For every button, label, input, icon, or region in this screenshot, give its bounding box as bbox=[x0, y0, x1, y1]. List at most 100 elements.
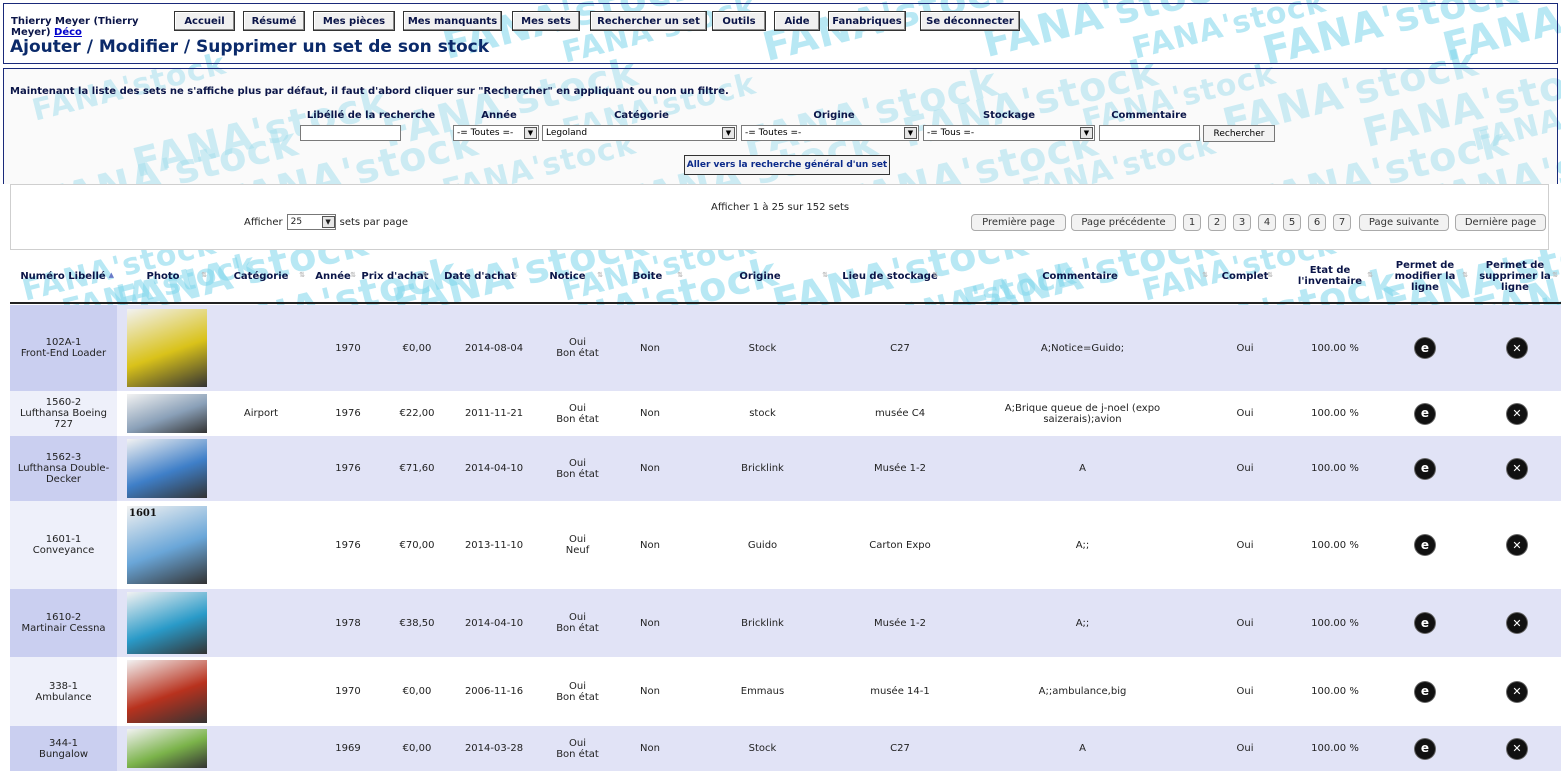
cell-complet: Oui bbox=[1236, 408, 1254, 419]
column-header-notice[interactable]: Notice ⇅ bbox=[530, 250, 605, 302]
set-photo[interactable] bbox=[127, 660, 207, 723]
cell-modifier: e bbox=[1385, 657, 1465, 726]
notice-value: Oui Bon état bbox=[556, 458, 599, 480]
page-button-7[interactable]: 7 bbox=[1333, 214, 1351, 231]
page-button-5[interactable]: 5 bbox=[1283, 214, 1301, 231]
label-annee: Année bbox=[481, 110, 517, 121]
page-size-select[interactable]: 25 ▼ bbox=[286, 214, 336, 230]
nav-button-rechercher-un-set[interactable]: Rechercher un set bbox=[590, 11, 707, 31]
cell-supprimer: ✕ bbox=[1477, 305, 1557, 391]
delete-icon[interactable]: ✕ bbox=[1507, 681, 1527, 702]
search-button[interactable]: Rechercher bbox=[1203, 125, 1275, 142]
nav-button-mes-pièces[interactable]: Mes pièces bbox=[313, 11, 395, 31]
column-header-lieu[interactable]: Lieu de stockage ⇅ bbox=[840, 250, 940, 302]
cell-notice: Oui Bon état bbox=[545, 726, 610, 771]
previous-page-button[interactable]: Page précédente bbox=[1071, 214, 1176, 231]
cell-boite: Non bbox=[640, 342, 660, 354]
cell-annee: 1976 bbox=[335, 539, 361, 551]
search-notice: Maintenant la liste des sets ne s'affich… bbox=[10, 86, 729, 97]
set-number-label: 102A-1 Front-End Loader bbox=[21, 337, 106, 359]
page-button-1[interactable]: 1 bbox=[1183, 214, 1201, 231]
column-header-prix[interactable]: Prix d'achat ⇅ bbox=[360, 250, 430, 302]
edit-icon[interactable]: e bbox=[1415, 738, 1435, 759]
cell-origine: Bricklink bbox=[741, 463, 784, 474]
cell-commentaire: A;; bbox=[1075, 617, 1090, 629]
column-header-annee[interactable]: Année ⇅ bbox=[308, 250, 358, 302]
set-photo[interactable]: 1601 bbox=[127, 506, 207, 584]
last-page-button[interactable]: Dernière page bbox=[1455, 214, 1546, 231]
nav-button-accueil[interactable]: Accueil bbox=[174, 11, 235, 31]
nav-button-mes-sets[interactable]: Mes sets bbox=[512, 11, 580, 31]
origine-select[interactable]: -= Toutes =- ▼ bbox=[741, 125, 919, 141]
cell-lieu: Musée 1-2 bbox=[874, 463, 926, 474]
delete-icon[interactable]: ✕ bbox=[1507, 403, 1527, 424]
categorie-select[interactable]: Legoland ▼ bbox=[542, 125, 737, 141]
column-header-label: Lieu de stockage bbox=[842, 270, 938, 282]
general-search-button[interactable]: Aller vers la recherche général d'un set bbox=[684, 155, 890, 175]
edit-icon[interactable]: e bbox=[1415, 458, 1435, 479]
notice-value: Oui Bon état bbox=[556, 337, 599, 359]
edit-icon[interactable]: e bbox=[1415, 535, 1435, 555]
column-header-modifier[interactable]: Permet de modifier la ligne ⇅ bbox=[1380, 250, 1470, 302]
nav-button-outils[interactable]: Outils bbox=[712, 11, 766, 31]
edit-icon[interactable]: e bbox=[1415, 613, 1435, 633]
column-header-categorie[interactable]: Catégorie ⇅ bbox=[215, 250, 307, 302]
nav-button-aide[interactable]: Aide bbox=[774, 11, 820, 31]
cell-prix: €0,00 bbox=[402, 743, 432, 754]
cell-notice: Oui Neuf bbox=[545, 501, 610, 589]
nav-button-fanabriques[interactable]: Fanabriques bbox=[828, 11, 906, 31]
delete-icon[interactable]: ✕ bbox=[1507, 458, 1527, 479]
page-button-2[interactable]: 2 bbox=[1208, 214, 1226, 231]
cell-boite: Non bbox=[640, 617, 660, 629]
column-header-boite[interactable]: Boite ⇅ bbox=[610, 250, 685, 302]
chevron-down-icon: ▼ bbox=[722, 127, 735, 139]
set-number-label-line1: 1562-3 bbox=[45, 452, 82, 463]
nav-button-se-déconnecter[interactable]: Se déconnecter bbox=[920, 11, 1020, 31]
set-photo[interactable] bbox=[127, 394, 207, 433]
sort-icon: ⇅ bbox=[299, 271, 305, 279]
page-button-4[interactable]: 4 bbox=[1258, 214, 1276, 231]
column-header-numero[interactable]: Numéro Libellé ▲ bbox=[10, 250, 116, 302]
edit-icon[interactable]: e bbox=[1415, 403, 1435, 424]
stockage-select[interactable]: -= Tous =- ▼ bbox=[923, 125, 1095, 141]
commentaire-input[interactable] bbox=[1099, 125, 1200, 141]
page-button-3[interactable]: 3 bbox=[1233, 214, 1251, 231]
cell-commentaire: A;;ambulance,big bbox=[1038, 686, 1127, 697]
set-photo[interactable] bbox=[127, 439, 207, 498]
chevron-down-icon: ▼ bbox=[321, 216, 335, 228]
column-header-commentaire[interactable]: Commentaire ⇅ bbox=[950, 250, 1210, 302]
page-button-6[interactable]: 6 bbox=[1308, 214, 1326, 231]
column-header-supprimer[interactable]: Permet de supprimer la ligne ⇅ bbox=[1470, 250, 1560, 302]
notice-value-line1: Oui bbox=[569, 337, 586, 348]
nav-button-mes-manquants[interactable]: Mes manquants bbox=[403, 11, 502, 31]
notice-value-line2: Bon état bbox=[556, 748, 599, 760]
cell-annee: 1976 bbox=[335, 408, 361, 419]
first-page-button[interactable]: Première page bbox=[971, 214, 1066, 231]
notice-value-line1: Oui bbox=[569, 680, 586, 692]
delete-icon[interactable]: ✕ bbox=[1507, 613, 1527, 633]
column-header-photo[interactable]: Photo ⇅ bbox=[117, 250, 209, 302]
cell-categorie bbox=[215, 305, 307, 391]
column-header-complet[interactable]: Complet ⇅ bbox=[1215, 250, 1275, 302]
delete-icon[interactable]: ✕ bbox=[1507, 338, 1527, 358]
logout-link[interactable]: Déco bbox=[54, 27, 82, 38]
delete-icon[interactable]: ✕ bbox=[1507, 738, 1527, 759]
cell-annee: 1970 bbox=[335, 686, 361, 697]
set-photo[interactable] bbox=[127, 309, 207, 387]
annee-select[interactable]: -= Toutes =- ▼ bbox=[453, 125, 539, 141]
set-number-label-line1: 1601-1 bbox=[45, 534, 82, 545]
next-page-button[interactable]: Page suivante bbox=[1359, 214, 1449, 231]
libelle-input[interactable] bbox=[300, 125, 401, 141]
cell-categorie bbox=[215, 726, 307, 771]
stockage-select-value: -= Tous =- bbox=[927, 128, 975, 138]
nav-button-résumé[interactable]: Résumé bbox=[243, 11, 305, 31]
column-header-origine[interactable]: Origine ⇅ bbox=[690, 250, 830, 302]
set-photo[interactable] bbox=[127, 729, 207, 768]
delete-icon[interactable]: ✕ bbox=[1507, 535, 1527, 555]
results-info: Afficher 1 à 25 sur 152 sets bbox=[711, 202, 850, 213]
column-header-date[interactable]: Date d'achat ⇅ bbox=[440, 250, 520, 302]
edit-icon[interactable]: e bbox=[1415, 681, 1435, 702]
edit-icon[interactable]: e bbox=[1415, 338, 1435, 358]
set-photo[interactable] bbox=[127, 592, 207, 654]
column-header-etat[interactable]: Etat de l'inventaire ⇅ bbox=[1285, 250, 1375, 302]
